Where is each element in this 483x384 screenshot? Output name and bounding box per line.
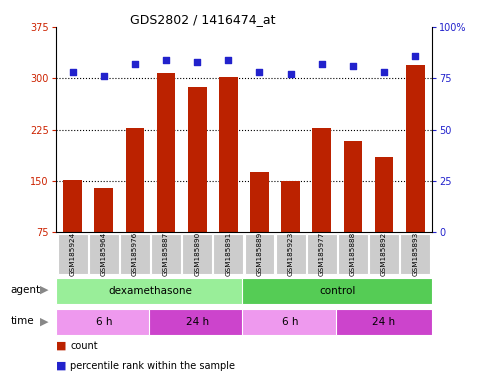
FancyBboxPatch shape: [400, 233, 430, 274]
Bar: [126, 127, 144, 232]
Text: ■: ■: [56, 361, 66, 371]
FancyBboxPatch shape: [338, 233, 368, 274]
FancyBboxPatch shape: [149, 309, 245, 334]
Point: [131, 61, 139, 67]
FancyBboxPatch shape: [369, 233, 399, 274]
FancyBboxPatch shape: [58, 233, 87, 274]
FancyBboxPatch shape: [89, 233, 119, 274]
Point: [349, 63, 357, 69]
Text: GDS2802 / 1416474_at: GDS2802 / 1416474_at: [130, 13, 276, 26]
Text: GSM185892: GSM185892: [381, 232, 387, 276]
FancyBboxPatch shape: [56, 278, 245, 304]
Bar: [406, 65, 425, 232]
Bar: [63, 180, 82, 232]
FancyBboxPatch shape: [307, 233, 337, 274]
Text: 6 h: 6 h: [283, 316, 299, 327]
Text: GSM185924: GSM185924: [70, 232, 76, 276]
FancyBboxPatch shape: [213, 233, 243, 274]
Bar: [343, 141, 362, 232]
Text: GSM185976: GSM185976: [132, 232, 138, 276]
FancyBboxPatch shape: [151, 233, 181, 274]
Text: GSM185964: GSM185964: [101, 232, 107, 276]
Bar: [375, 157, 393, 232]
Text: 24 h: 24 h: [372, 316, 396, 327]
FancyBboxPatch shape: [336, 309, 432, 334]
Text: percentile rank within the sample: percentile rank within the sample: [70, 361, 235, 371]
Bar: [188, 87, 207, 232]
Point: [412, 53, 419, 59]
Text: GSM185887: GSM185887: [163, 232, 169, 276]
Bar: [95, 188, 113, 232]
Point: [225, 57, 232, 63]
Point: [318, 61, 326, 67]
Text: 24 h: 24 h: [185, 316, 209, 327]
Bar: [157, 73, 175, 232]
FancyBboxPatch shape: [276, 233, 306, 274]
FancyBboxPatch shape: [242, 278, 432, 304]
FancyBboxPatch shape: [244, 233, 274, 274]
Text: GSM185923: GSM185923: [287, 232, 294, 276]
Point: [380, 69, 388, 75]
Point: [287, 71, 295, 77]
Point: [162, 57, 170, 63]
Text: count: count: [70, 341, 98, 351]
Text: GSM185888: GSM185888: [350, 232, 356, 276]
Bar: [281, 181, 300, 232]
Text: ▶: ▶: [40, 316, 49, 326]
Bar: [250, 172, 269, 232]
Text: GSM185893: GSM185893: [412, 232, 418, 276]
Text: GSM185977: GSM185977: [319, 232, 325, 276]
Point: [256, 69, 263, 75]
Text: 6 h: 6 h: [96, 316, 112, 327]
Point: [69, 69, 76, 75]
FancyBboxPatch shape: [242, 309, 339, 334]
FancyBboxPatch shape: [56, 309, 152, 334]
Text: ▶: ▶: [40, 285, 49, 295]
Text: dexamethasone: dexamethasone: [109, 286, 192, 296]
Text: GSM185889: GSM185889: [256, 232, 262, 276]
Bar: [313, 127, 331, 232]
Text: GSM185891: GSM185891: [226, 232, 231, 276]
Bar: [219, 77, 238, 232]
Text: ■: ■: [56, 341, 66, 351]
Text: time: time: [11, 316, 34, 326]
Text: control: control: [319, 286, 355, 296]
Text: agent: agent: [11, 285, 41, 295]
FancyBboxPatch shape: [182, 233, 212, 274]
FancyBboxPatch shape: [120, 233, 150, 274]
Text: GSM185890: GSM185890: [194, 232, 200, 276]
Point: [100, 73, 108, 79]
Point: [193, 59, 201, 65]
